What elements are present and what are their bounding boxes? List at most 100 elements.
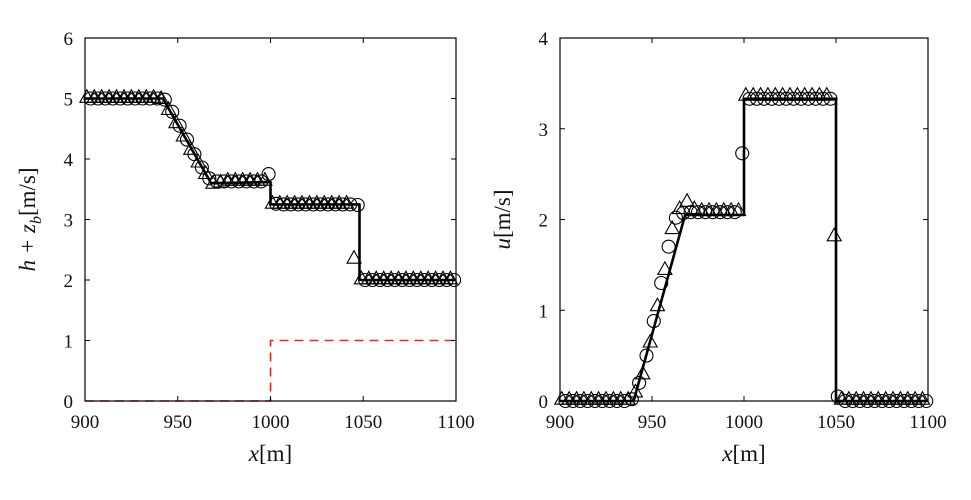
left-triangle-marker [160, 100, 177, 115]
right-circle-marker [749, 91, 764, 106]
left-triangle-marker [145, 88, 162, 103]
right-triangle-marker [649, 297, 666, 312]
right-y-axis-label: u[m/s] [490, 189, 515, 249]
right-x-axis-label-var: x [721, 441, 733, 466]
right-y-tick-label: 3 [539, 120, 549, 141]
right-circle-marker [816, 91, 831, 106]
right-axes-box [559, 37, 929, 402]
right-triangle-marker [679, 192, 695, 207]
left-circle-marker [172, 118, 187, 133]
right-circle-marker [779, 91, 794, 106]
left-triangle-marker [175, 127, 192, 142]
right-circle-marker [735, 146, 750, 161]
right-x-axis-label-unit: [m] [733, 441, 766, 466]
right-circle-marker [646, 314, 661, 329]
right-triangle-marker [730, 201, 747, 216]
left-triangle-marker [256, 171, 273, 186]
right-triangle-marker [914, 390, 931, 405]
right-circle-marker [720, 205, 735, 220]
right-circle-marker [661, 239, 676, 254]
left-circle-marker [165, 104, 180, 119]
left-y-tick-label: 1 [64, 332, 74, 353]
right-triangle-marker [627, 383, 644, 398]
right-circle-marker [632, 375, 647, 390]
right-circle-marker [764, 91, 779, 106]
right-circle-marker [727, 205, 742, 220]
left-y-axis-label-var: h + z [15, 224, 40, 272]
left-triangle-marker [197, 164, 214, 180]
left-y-tick-label: 6 [64, 29, 74, 50]
left-y-tick-label: 5 [64, 90, 74, 111]
right-x-tick-label: 950 [638, 412, 667, 433]
right-circle-marker [639, 348, 654, 363]
left-circle-marker [157, 92, 172, 107]
left-triangle-marker [190, 153, 207, 168]
right-circle-marker [742, 91, 757, 106]
right-y-tick-label: 2 [539, 211, 549, 232]
right-plot-area [553, 86, 934, 409]
right-x-axis-label: x[m] [721, 441, 765, 466]
left-plot-area [78, 88, 462, 402]
right-circle-marker [823, 91, 838, 106]
right-triangle-marker [642, 333, 659, 348]
right-y-axis-label-unit: [m/s] [490, 189, 515, 238]
left-x-axis-label-unit: [m] [259, 441, 292, 466]
right-x-tick-label: 1100 [909, 412, 946, 433]
left-triangle-marker [167, 114, 184, 129]
left-x-tick-label: 1100 [437, 412, 474, 433]
left-triangle-marker [182, 140, 199, 155]
left-triangle-marker [338, 194, 355, 209]
right-y-tick-label: 1 [539, 301, 549, 322]
left-y-axis-label-sub: b [28, 216, 45, 224]
left-triangle-marker [346, 249, 362, 264]
right-circle-marker [786, 91, 801, 106]
right-circle-marker [808, 91, 823, 106]
left-x-tick-label: 900 [71, 412, 100, 433]
right-y-tick-label: 0 [539, 392, 549, 413]
right-solution-line [560, 97, 928, 403]
left-bed-dashed-line [85, 339, 456, 402]
right-triangle-marker [634, 365, 651, 380]
left-triangle-marker [442, 270, 459, 285]
right-circle-marker [793, 91, 809, 106]
left-y-tick-label: 0 [64, 392, 74, 413]
left-x-tick-label: 1000 [252, 412, 290, 433]
right-circle-marker [771, 91, 787, 106]
left-chart-panel: 900 950 1000 1050 1100 0 1 2 3 4 5 6 x[m] h + zb[m/s] [15, 29, 475, 466]
right-circle-marker [713, 205, 728, 220]
right-triangle-marker [620, 390, 637, 405]
right-triangle-marker [826, 227, 843, 242]
right-y-tick-label: 4 [539, 29, 549, 50]
right-triangle-marker [818, 86, 835, 101]
right-circle-marker [654, 275, 669, 291]
left-y-axis-label-unit: [m/s] [15, 167, 40, 216]
right-x-tick-label: 900 [546, 412, 575, 433]
right-triangle-marker [664, 219, 681, 235]
right-circle-marker [698, 205, 713, 220]
left-y-tick-label: 3 [64, 211, 74, 232]
left-circle-marker [179, 132, 195, 147]
right-triangle-marker [671, 199, 688, 215]
left-x-tick-label: 950 [164, 412, 193, 433]
left-x-tick-label: 1050 [344, 412, 382, 433]
left-y-tick-label: 2 [64, 271, 74, 292]
right-circle-marker [801, 91, 816, 106]
left-triangle-marker [153, 89, 170, 105]
right-circle-marker [705, 205, 720, 220]
right-y-axis-label-var: u [490, 238, 515, 250]
right-circle-marker [757, 91, 772, 106]
right-triangle-marker [656, 260, 673, 275]
left-solution-line [85, 97, 456, 282]
left-circle-marker [261, 167, 276, 182]
right-x-tick-label: 1050 [817, 412, 855, 433]
right-x-tick-label: 1000 [725, 412, 763, 433]
right-circle-marker [690, 205, 706, 220]
right-circle-marker [668, 210, 683, 225]
left-y-axis-label: h + zb[m/s] [15, 167, 45, 271]
right-chart-panel: 900 950 1000 1050 1100 0 1 2 3 4 x[m] u[m/s] [490, 29, 947, 466]
left-y-tick-label: 4 [64, 150, 74, 171]
right-triangle-marker [686, 199, 703, 215]
left-x-axis-label-var: x [248, 441, 260, 466]
left-x-axis-label: x[m] [248, 441, 292, 466]
